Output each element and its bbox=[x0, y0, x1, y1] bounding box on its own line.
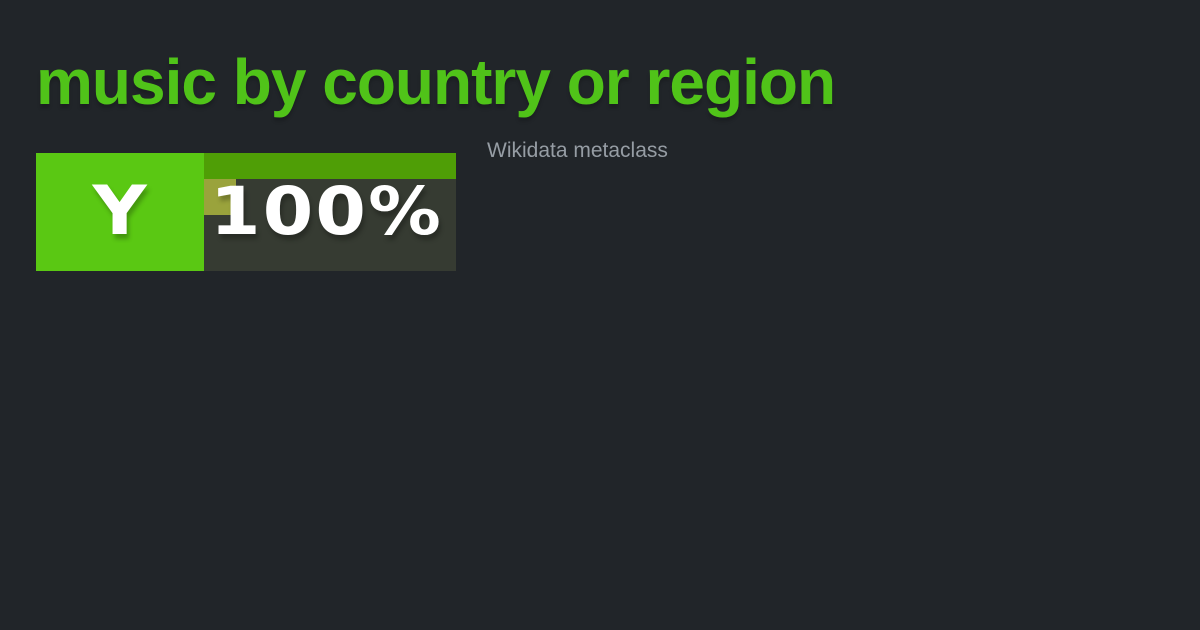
subtitle-text: Wikidata metaclass bbox=[487, 139, 668, 162]
percent-value: 100% bbox=[210, 173, 444, 250]
badge-progress-panel: 100% bbox=[204, 153, 456, 271]
score-badge: Y 100% bbox=[36, 153, 456, 271]
progress-chip bbox=[204, 179, 236, 215]
badge-letter: Y bbox=[92, 172, 148, 251]
progress-bar-fill bbox=[204, 153, 456, 179]
page-title: music by country or region bbox=[36, 46, 836, 118]
badge-letter-tile: Y bbox=[36, 153, 204, 271]
